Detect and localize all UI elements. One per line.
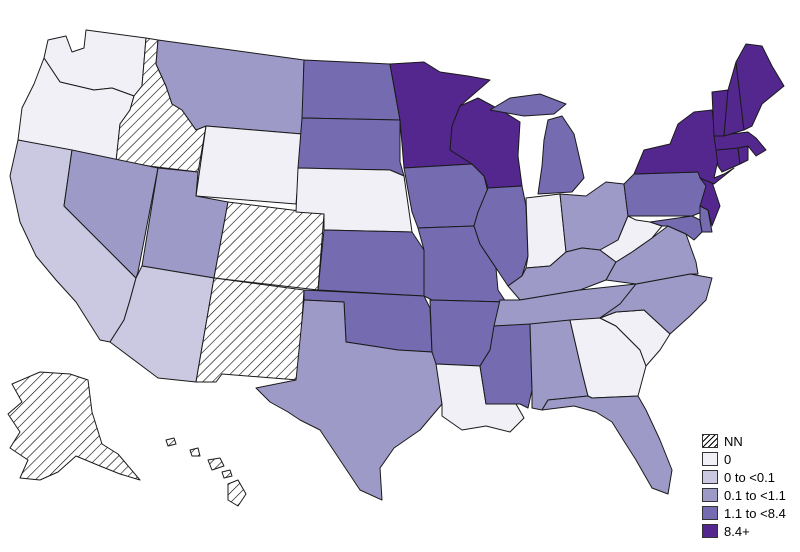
state-pennsylvania bbox=[623, 171, 707, 217]
state-maine bbox=[735, 43, 785, 131]
legend-row-lowest: 0 to <0.1 bbox=[702, 468, 798, 486]
legend-swatch bbox=[702, 452, 718, 466]
state-florida bbox=[541, 395, 673, 495]
state-colorado bbox=[213, 201, 325, 291]
state-massachusetts bbox=[713, 131, 767, 157]
legend-row-high: 8.4+ bbox=[702, 522, 798, 540]
legend-label: 0.1 to <1.1 bbox=[724, 487, 786, 503]
state-alaska bbox=[7, 371, 141, 481]
state-maryland bbox=[649, 215, 703, 241]
state-kansas bbox=[317, 229, 425, 297]
state-new-mexico bbox=[195, 277, 305, 383]
legend-row-nn: NN bbox=[702, 432, 798, 450]
legend-label: NN bbox=[724, 433, 743, 449]
state-hawaii bbox=[165, 437, 247, 507]
map-legend: NN 0 0 to <0.1 0.1 to <1.1 1.1 to <8.4 8… bbox=[702, 432, 798, 540]
legend-label: 0 to <0.1 bbox=[724, 469, 775, 485]
legend-row-mid: 1.1 to <8.4 bbox=[702, 504, 798, 522]
legend-label: 1.1 to <8.4 bbox=[724, 505, 786, 521]
state-wyoming bbox=[195, 125, 303, 205]
legend-swatch-hatched bbox=[702, 434, 718, 448]
legend-label: 0 bbox=[724, 451, 732, 467]
state-iowa bbox=[403, 163, 489, 229]
state-michigan bbox=[489, 93, 585, 195]
legend-swatch bbox=[702, 524, 718, 538]
state-connecticut bbox=[715, 147, 741, 173]
state-texas bbox=[255, 299, 443, 501]
state-rhode-island bbox=[737, 145, 749, 165]
state-south-dakota bbox=[297, 117, 405, 177]
state-north-dakota bbox=[301, 59, 401, 121]
state-new-jersey bbox=[699, 177, 721, 227]
legend-swatch bbox=[702, 470, 718, 484]
legend-row-low: 0.1 to <1.1 bbox=[702, 486, 798, 504]
legend-row-zero: 0 bbox=[702, 450, 798, 468]
legend-swatch bbox=[702, 488, 718, 502]
legend-label: 8.4+ bbox=[724, 523, 750, 539]
legend-swatch bbox=[702, 506, 718, 520]
